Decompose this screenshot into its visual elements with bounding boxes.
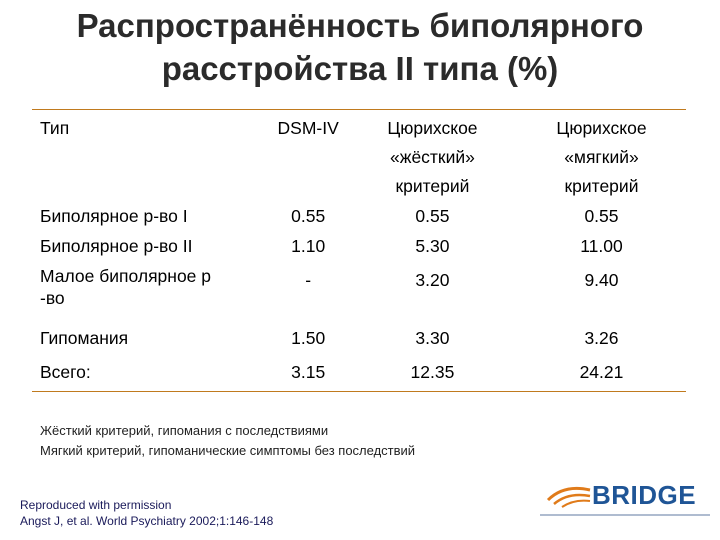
cell-dsm-iv: 0.55 [291,206,326,226]
header-dsm-iv: DSM-IV [277,118,339,138]
header-zurich-strict-line2: «жёсткий» [390,147,475,167]
table-header-row: Тип DSM-IV Цюрихское «жёсткий» критерий … [36,112,686,201]
header-type: Тип [40,118,70,138]
row-label: Всего: [40,362,91,382]
logo-wordmark: BRIDGE [592,480,697,510]
cell-dsm-iv: 1.10 [291,236,326,256]
table-row: Малое биполярное р -во - 3.20 9.40 [36,265,686,323]
row-label: Биполярное р-во II [40,236,193,256]
slide-title: Распространённость биполярного расстройс… [0,4,720,90]
cell-zurich-soft: 9.40 [584,270,619,290]
cell-zurich-soft: 3.26 [584,328,619,348]
source-permission: Reproduced with permission [20,498,172,512]
header-zurich-strict: Цюрихское «жёсткий» критерий [348,112,517,201]
cell-zurich-soft: 11.00 [580,236,623,256]
cell-dsm-iv: - [305,270,312,290]
table-bottom-rule [32,391,686,392]
table-row: Биполярное р-во I 0.55 0.55 0.55 [36,201,686,235]
cell-zurich-strict: 3.30 [415,328,450,348]
row-label-line2: -во [40,288,65,308]
footnotes: Жёсткий критерий, гипомания с последстви… [40,421,415,461]
table-row: Всего: 3.15 12.35 24.21 [36,361,686,391]
bridge-arch-logo-icon [546,486,591,508]
cell-dsm-iv: 3.15 [291,362,326,382]
prevalence-table: Тип DSM-IV Цюрихское «жёсткий» критерий … [36,112,686,391]
header-zurich-strict-line3: критерий [395,176,470,196]
cell-zurich-soft: 24.21 [579,362,624,382]
cell-zurich-strict: 0.55 [415,206,450,226]
slide-title-line1: Распространённость биполярного [76,7,644,44]
cell-zurich-soft: 0.55 [584,206,619,226]
footnote-strict: Жёсткий критерий, гипомания с последстви… [40,423,329,438]
table-row: Гипомания 1.50 3.30 3.26 [36,323,686,361]
header-zurich-strict-line1: Цюрихское [387,118,478,138]
row-label: Гипомания [40,328,129,348]
bridge-logo: BRIDGE [540,474,710,528]
table-top-rule [32,109,686,110]
header-zurich-soft-line1: Цюрихское [556,118,647,138]
cell-dsm-iv: 1.50 [291,328,326,348]
header-zurich-soft: Цюрихское «мягкий» критерий [517,112,686,201]
table-row: Биполярное р-во II 1.10 5.30 11.00 [36,235,686,265]
header-zurich-soft-line2: «мягкий» [564,147,639,167]
row-label-line1: Малое биполярное р [40,266,212,286]
footnote-soft: Мягкий критерий, гипоманические симптомы… [40,443,416,458]
header-zurich-soft-line3: критерий [564,176,639,196]
cell-zurich-strict: 12.35 [410,362,455,382]
row-label: Малое биполярное р -во [36,265,268,323]
cell-zurich-strict: 3.20 [415,270,450,290]
source-reference: Angst J, et al. World Psychiatry 2002;1:… [20,514,274,528]
slide-title-line2: расстройства II типа (%) [161,50,559,87]
cell-zurich-strict: 5.30 [415,236,450,256]
logo-tagline-graphic [540,514,710,516]
source-citation: Reproduced with permission Angst J, et a… [20,497,273,529]
row-label: Биполярное р-во I [40,206,188,226]
